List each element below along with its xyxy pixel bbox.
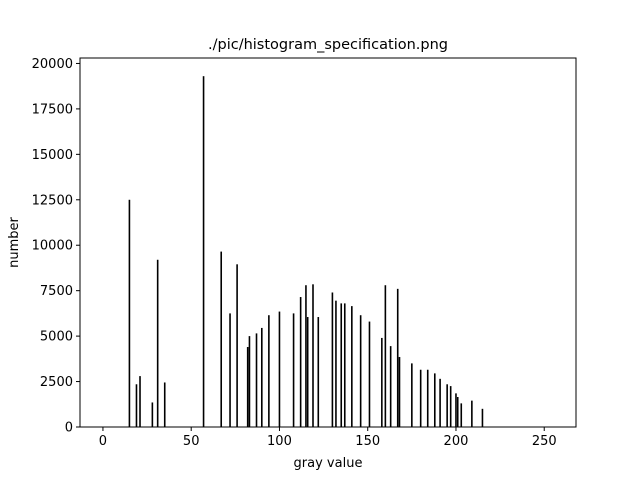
x-tick-label: 50 — [183, 434, 200, 449]
x-tick-label: 250 — [532, 434, 557, 449]
histogram-bar — [255, 333, 258, 427]
histogram-bar — [248, 336, 251, 427]
chart-title: ./pic/histogram_specification.png — [208, 37, 448, 53]
histogram-bar — [343, 303, 346, 427]
histogram-bar — [446, 384, 448, 427]
y-tick-label: 2500 — [40, 375, 73, 390]
histogram-bar — [236, 264, 238, 427]
histogram-bar — [359, 315, 362, 427]
histogram-bar — [426, 369, 429, 427]
histogram-bar — [351, 306, 353, 427]
histogram-bar — [135, 384, 138, 427]
histogram-bar — [317, 317, 320, 427]
x-tick-label: 200 — [444, 434, 469, 449]
histogram-bar — [312, 284, 314, 427]
histogram-bar — [220, 251, 223, 427]
histogram-bar — [471, 400, 473, 427]
histogram-bar — [139, 376, 141, 427]
x-axis-label: gray value — [294, 456, 363, 471]
histogram-bar — [305, 285, 307, 427]
histogram-bar — [278, 311, 281, 427]
y-tick-label: 7500 — [40, 284, 73, 299]
histogram-bar — [202, 76, 205, 428]
histogram-bar — [481, 408, 484, 427]
y-tick-label: 12500 — [32, 193, 73, 208]
histogram-bar — [331, 292, 334, 427]
histogram-bar — [456, 397, 459, 427]
histogram-bar — [455, 393, 457, 427]
x-tick-label: 0 — [99, 434, 107, 449]
histogram-bar — [460, 403, 463, 427]
histogram-bar — [381, 337, 383, 427]
y-tick-label: 17500 — [32, 102, 73, 117]
histogram-bar — [411, 363, 413, 427]
x-tick-label: 150 — [355, 434, 380, 449]
y-tick-label: 20000 — [32, 57, 73, 72]
histogram-bar — [268, 315, 270, 427]
histogram-bar — [449, 386, 452, 427]
histogram-bar — [299, 297, 302, 427]
histogram-bar — [306, 317, 309, 427]
histogram-bar — [433, 373, 436, 427]
histogram-bar — [128, 199, 131, 427]
histogram-bar — [398, 357, 401, 427]
x-tick-label: 100 — [267, 434, 292, 449]
y-axis-ticks: 0 2500 5000 7500 10000 12500 15000 17500 20000 — [32, 57, 80, 436]
histogram-bar — [396, 288, 399, 427]
histogram-bar — [368, 321, 371, 427]
histogram-bar — [229, 313, 231, 427]
y-tick-label: 0 — [65, 421, 73, 436]
histogram-bar — [163, 382, 166, 427]
y-axis-label: number — [7, 216, 22, 267]
plot-frame — [79, 57, 577, 428]
x-axis-ticks: 0 50 100 150 200 250 — [99, 427, 557, 449]
y-tick-label: 5000 — [40, 330, 73, 345]
histogram-bar — [384, 285, 387, 427]
histogram-bar — [246, 347, 249, 427]
histogram-bar — [340, 303, 343, 427]
histogram-bar — [261, 327, 263, 427]
histogram-bar — [389, 346, 392, 427]
histogram-bar — [335, 300, 337, 427]
bars-group — [128, 76, 484, 428]
y-tick-label: 10000 — [32, 239, 73, 254]
histogram-bar — [151, 402, 154, 427]
y-tick-label: 15000 — [32, 148, 73, 163]
histogram-bar — [439, 378, 441, 427]
histogram-bar — [156, 259, 159, 427]
histogram-bar — [419, 369, 422, 427]
histogram-bar — [292, 313, 295, 427]
